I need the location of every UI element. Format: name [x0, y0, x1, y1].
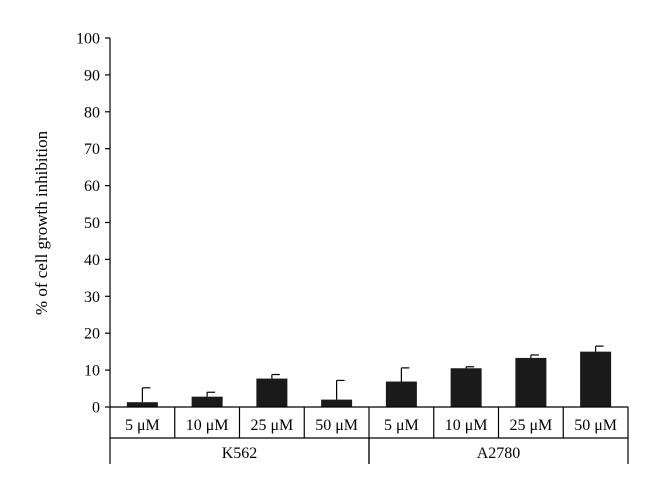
error-bars — [141, 345, 604, 403]
y-tick-label: 100 — [76, 31, 100, 48]
x-tick-label: 10 μM — [186, 417, 229, 434]
bar — [256, 378, 288, 407]
x-axis: 5 μM 10 μM 25 μM 50 μM 5 μM 10 μM 25 μM 50 μM K5… — [109, 406, 629, 464]
y-axis-title: % of cell growth inhibition — [32, 130, 51, 315]
x-tick-label: 25 μM — [509, 417, 552, 434]
x-tick-label: 25 μM — [250, 417, 293, 434]
group-label: K562 — [222, 445, 258, 462]
y-tick-label: 40 — [84, 252, 100, 269]
y-tick-label: 90 — [84, 67, 100, 84]
y-tick-label: 0 — [92, 400, 100, 417]
bar — [385, 381, 417, 407]
y-tick-label: 20 — [84, 326, 100, 343]
y-tick-label: 10 — [84, 363, 100, 380]
y-tick-label: 50 — [84, 215, 100, 232]
bar — [321, 399, 353, 407]
bar — [515, 357, 547, 407]
y-tick-label: 30 — [84, 289, 100, 306]
bars — [126, 351, 612, 407]
x-tick-label: 50 μM — [315, 417, 358, 434]
bar — [580, 351, 612, 407]
x-tick-label: 5 μM — [384, 417, 419, 434]
y-tick-label: 70 — [84, 141, 100, 158]
y-tick-label: 80 — [84, 104, 100, 121]
x-tick-label: 50 μM — [574, 417, 617, 434]
x-tick-label: 10 μM — [445, 417, 488, 434]
bar — [450, 368, 482, 407]
bar — [126, 402, 158, 407]
x-tick-label: 5 μM — [125, 417, 160, 434]
y-tick-label: 60 — [84, 178, 100, 195]
y-axis: 0 10 20 30 40 50 60 70 80 90 100 — [76, 31, 111, 417]
bar — [191, 396, 223, 407]
group-label: A2780 — [477, 445, 521, 462]
